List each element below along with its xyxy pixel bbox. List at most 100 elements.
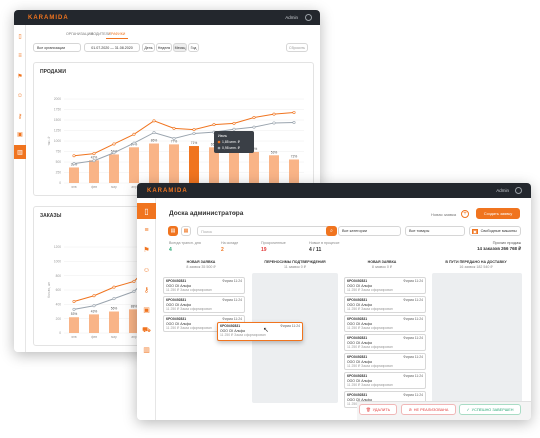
category-select[interactable]: Все категории [338,226,401,236]
bar [129,147,139,183]
y-axis-label: тыс. ₽ [47,136,51,145]
period-day[interactable]: День [142,43,155,52]
box-icon[interactable]: ▣ [17,131,23,138]
board-title[interactable]: Доска администратора [169,210,244,217]
stat-label-1: На складе [221,241,239,245]
chart-icon[interactable]: ▥ [14,145,26,159]
new-order-link[interactable]: Новая заявка [431,212,457,217]
bar [149,143,159,183]
summary-label: Прочих продаж [492,240,521,245]
order-status: 11 250 ₽ Заказ сформирован [347,326,393,331]
bar-label: 71% [191,141,198,145]
order-company: ООО СК Альфа [347,340,372,345]
y-tick-label: 2000 [54,97,61,101]
line-point [292,121,296,125]
order-company: ООО СК Альфа [347,378,372,383]
order-card[interactable]: КРО0492831 Фирма 11:24 ООО СК Альфа 11 250 … [344,334,426,351]
line-point [292,110,296,114]
order-card[interactable]: КРО0492831 Фирма 11:24 ООО СК Альфа 11 250 … [344,296,426,313]
flag-icon[interactable]: ⚑ [17,73,23,80]
file-icon[interactable]: ▯ [18,33,22,40]
line-point [92,304,96,308]
line-point [232,121,236,125]
logout-icon-front[interactable] [515,187,522,194]
tab-charts[interactable]: ГРАФИКИ [106,30,129,39]
y-tick-label: 800 [56,274,62,278]
order-card[interactable]: КРО0492831 Фирма 11:24 ООО СК Альфа 11 250 … [163,277,245,294]
not-realized-button[interactable]: ⊘ НЕ РЕАЛИЗОВАНА [401,404,456,415]
menu-icon[interactable]: ≡ [18,53,22,59]
box-icon-front[interactable]: ▣ [143,307,150,314]
search-button[interactable]: ⌕ [326,226,337,236]
tab-drivers[interactable]: ВОДИТЕЛИ [91,32,111,36]
y-axis-label: Кол-во, шт [47,282,51,298]
y-tick-label: 0 [59,181,61,185]
trash-icon: 🗑 [365,408,371,412]
order-company: ООО СК Альфа [347,302,372,307]
complete-button[interactable]: ✓ УСПЕШНО ЗАВЕРШЕН [459,404,521,415]
key-icon-front[interactable]: ⚷ [143,287,150,294]
column-1-sub: 11 заявок 0 ₽ [283,264,307,269]
column-3-sub: 16 заявок 182 540 ₽ [459,264,493,269]
y-tick-label: 200 [56,317,62,321]
line-point [172,126,176,130]
date-range-input[interactable]: 01.07.2020 — 31.08.2020 [84,43,140,52]
chart-icon-front[interactable]: ▥ [143,347,150,354]
bar-label: 77% [171,139,178,143]
order-time: Фирма 11:24 [403,317,423,321]
product-select[interactable]: Все товары [405,226,465,236]
line-point [92,152,96,156]
period-month[interactable]: Месяц [173,43,187,52]
dragged-order-card[interactable]: КРО0492831 Фирма 11:24 ООО СК Альфа 11 250 … [217,322,303,341]
users-icon-front[interactable]: ☺ [142,266,151,274]
line-point [72,162,76,166]
truck-icon-front[interactable]: ⛟ [142,326,151,334]
flag-icon-front[interactable]: ⚑ [143,247,150,254]
organization-select[interactable]: Все организации [33,43,81,52]
delete-button[interactable]: 🗑 УДАЛИТЬ [359,404,397,415]
column-1-title: ПЕРЕНОСИМЫ ПОДТВЕРЖДЕНИЯ [264,260,326,264]
logout-icon[interactable] [305,14,312,21]
list-view-button[interactable]: ▤ [168,226,178,236]
y-tick-label: 750 [56,150,62,154]
user-name-front[interactable]: Admin [496,188,509,193]
order-card[interactable]: КРО0492831 Фирма 11:24 ООО СК Альфа 11 250 … [163,296,245,313]
column-3-title: В ПУТИ ПЕРЕДАНО НА ДОСТАВКУ [445,260,507,264]
user-name[interactable]: Admin [285,15,298,20]
line-point [112,151,116,155]
order-id: КРО0492831 [347,279,368,283]
check-icon: ✓ [466,408,470,412]
menu-icon-front[interactable]: ≡ [144,226,149,234]
period-week[interactable]: Неделя [156,43,172,52]
users-icon[interactable]: ☺ [16,93,24,99]
y-tick-label: 0 [59,331,61,335]
search-input[interactable]: Поиск [197,226,337,236]
chevron-down-icon[interactable]: ▾ [233,210,236,216]
order-card[interactable]: КРО0492831 Фирма 11:24 ООО СК Альфа 11 250 … [344,315,426,332]
bar-label: 88% [131,304,138,308]
y-tick-label: 1200 [54,245,61,249]
period-year[interactable]: Год [188,43,199,52]
chart-tooltip: Июль 1,85 млн. ₽ 0,98 млн. ₽ [214,131,254,153]
file-icon-front[interactable]: ▯ [137,203,156,219]
plus-icon[interactable]: + [461,210,469,218]
key-icon[interactable]: ⚷ [17,113,23,120]
order-card[interactable]: КРО0492831 Фирма 11:24 ООО СК Альфа 11 250 … [344,372,426,389]
truck-select[interactable]: ▣ Свободные машины [469,226,521,236]
line-point [72,307,76,311]
line-point [152,119,156,123]
create-order-button[interactable]: Создать заявку [476,208,520,219]
order-company: ООО СК Альфа [166,283,191,288]
order-status: 11 250 ₽ Заказ сформирован [166,326,212,331]
analytics-sidebar: ▯ ≡ ⚑ ☺ ⚷ ▣ ⛟ ▥ [14,25,26,352]
order-card[interactable]: КРО0492831 Фирма 11:24 ООО СК Альфа 11 250 … [344,277,426,294]
x-tick-label: янв [71,185,76,189]
order-card[interactable]: КРО0492831 Фирма 11:24 ООО СК Альфа 11 250 … [344,353,426,370]
board-view-button[interactable]: ▦ [181,226,191,236]
stat-value-1: 2 [221,247,224,253]
tab-organizations[interactable]: ОРГАНИЗАЦИИ [66,32,93,36]
line-point [192,128,196,132]
order-company: ООО СК Альфа [347,283,372,288]
reset-button[interactable]: Сбросить [286,43,308,52]
line-point [272,121,276,125]
